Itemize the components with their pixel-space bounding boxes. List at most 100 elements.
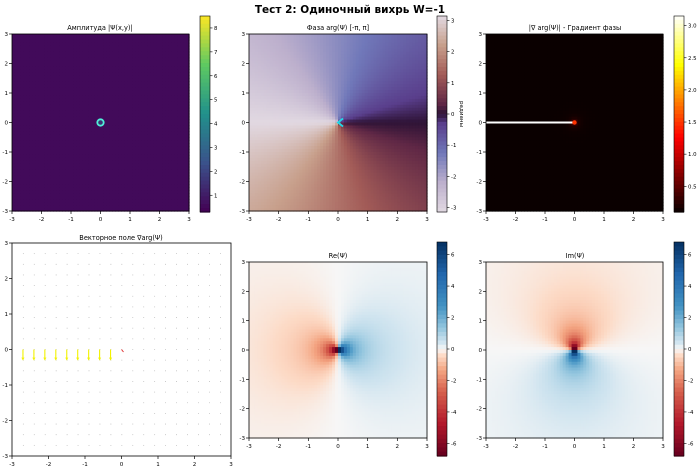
heatmap-cell [65, 51, 69, 56]
heatmap-cell [50, 93, 54, 97]
heatmap-cell [29, 134, 34, 138]
heatmap-cell [62, 110, 66, 115]
heatmap-cell [17, 78, 22, 82]
heatmap-cell [62, 87, 66, 91]
heatmap-cell [32, 57, 37, 62]
heatmap-cell [29, 187, 34, 191]
heatmap-cell [38, 78, 43, 82]
heatmap-cell [12, 113, 16, 118]
heatmap-cell [68, 202, 72, 206]
heatmap-cell [12, 54, 16, 59]
heatmap-cell [47, 110, 51, 115]
heatmap-cell [26, 149, 31, 153]
heatmap-cell [68, 36, 72, 41]
heatmap-cell [14, 81, 19, 85]
heatmap-cell [14, 95, 19, 100]
heatmap-cell [50, 54, 54, 59]
heatmap-cell [47, 113, 51, 118]
heatmap-cell [68, 95, 72, 100]
heatmap-cell [20, 152, 25, 156]
heatmap-cell [17, 175, 22, 180]
heatmap-cell [44, 160, 48, 165]
heatmap-cell [44, 149, 48, 153]
heatmap-cell [41, 196, 46, 200]
heatmap-cell [53, 131, 57, 135]
heatmap-cell [29, 42, 34, 47]
heatmap-cell [12, 154, 16, 159]
colorbar-swatch [200, 102, 210, 107]
heatmap-cell [53, 137, 57, 141]
heatmap-cell [56, 196, 60, 200]
heatmap-cell [29, 175, 34, 180]
heatmap-cell [38, 93, 43, 97]
colorbar-swatch [200, 78, 210, 84]
heatmap-cell [26, 113, 31, 118]
heatmap-cell [68, 98, 72, 103]
heatmap-cell [53, 90, 57, 94]
heatmap-cell [53, 196, 57, 200]
colorbar-swatch [200, 196, 210, 201]
heatmap-cell [38, 42, 43, 47]
heatmap-cell [62, 146, 66, 150]
heatmap-cell [20, 146, 25, 150]
heatmap-cell [29, 178, 34, 183]
heatmap-cell [29, 63, 34, 68]
heatmap-cell [14, 160, 19, 165]
heatmap-cell [12, 137, 16, 141]
heatmap-cell [26, 157, 31, 162]
heatmap-cell [38, 57, 43, 62]
heatmap-cell [71, 39, 75, 44]
heatmap-cell [62, 81, 66, 85]
heatmap-cell [53, 163, 57, 168]
heatmap-cell [29, 116, 34, 121]
heatmap-cell [50, 193, 54, 197]
heatmap-cell [35, 208, 40, 212]
heatmap-cell [65, 60, 69, 65]
heatmap-cell [59, 187, 63, 191]
heatmap-cell [59, 95, 63, 100]
heatmap-cell [59, 36, 63, 41]
heatmap-cell [35, 45, 40, 50]
colorbar-swatch [200, 200, 210, 205]
heatmap-cell [23, 152, 28, 156]
colorbar-swatch [200, 137, 210, 143]
heatmap-cell [50, 95, 54, 100]
heatmap-cell [26, 42, 31, 47]
heatmap-cell [26, 205, 31, 209]
heatmap-cell [65, 169, 69, 174]
heatmap-cell [38, 146, 43, 150]
heatmap-cell [26, 166, 31, 171]
heatmap-cell [44, 51, 48, 56]
heatmap-cell [29, 172, 34, 177]
heatmap-cell [14, 66, 19, 70]
heatmap-cell [68, 87, 72, 91]
heatmap-cell [35, 54, 40, 59]
heatmap-cell [38, 34, 43, 38]
heatmap-cell [12, 119, 16, 124]
heatmap-cell [59, 42, 63, 47]
heatmap-cell [41, 140, 46, 144]
heatmap-cell [50, 101, 54, 106]
heatmap-cell [23, 39, 28, 44]
heatmap-cell [47, 208, 51, 212]
heatmap-cell [65, 63, 69, 68]
heatmap-cell [41, 113, 46, 118]
heatmap-cell [47, 104, 51, 109]
heatmap-cell [44, 205, 48, 209]
heatmap-cell [47, 181, 51, 186]
heatmap-cell [53, 208, 57, 212]
heatmap-cell [14, 131, 19, 135]
heatmap-cell [14, 104, 19, 109]
heatmap-cell [59, 87, 63, 91]
heatmap-cell [26, 75, 31, 79]
heatmap-cell [26, 51, 31, 56]
heatmap-cell [68, 63, 72, 68]
heatmap-cell [65, 84, 69, 88]
colorbar-tick-label: 4 [214, 122, 218, 128]
heatmap-cell [32, 78, 37, 82]
colorbar-swatch [200, 168, 210, 174]
heatmap-cell [44, 75, 48, 79]
heatmap-cell [29, 163, 34, 168]
heatmap-cell [50, 149, 54, 153]
heatmap-cell [41, 152, 46, 156]
